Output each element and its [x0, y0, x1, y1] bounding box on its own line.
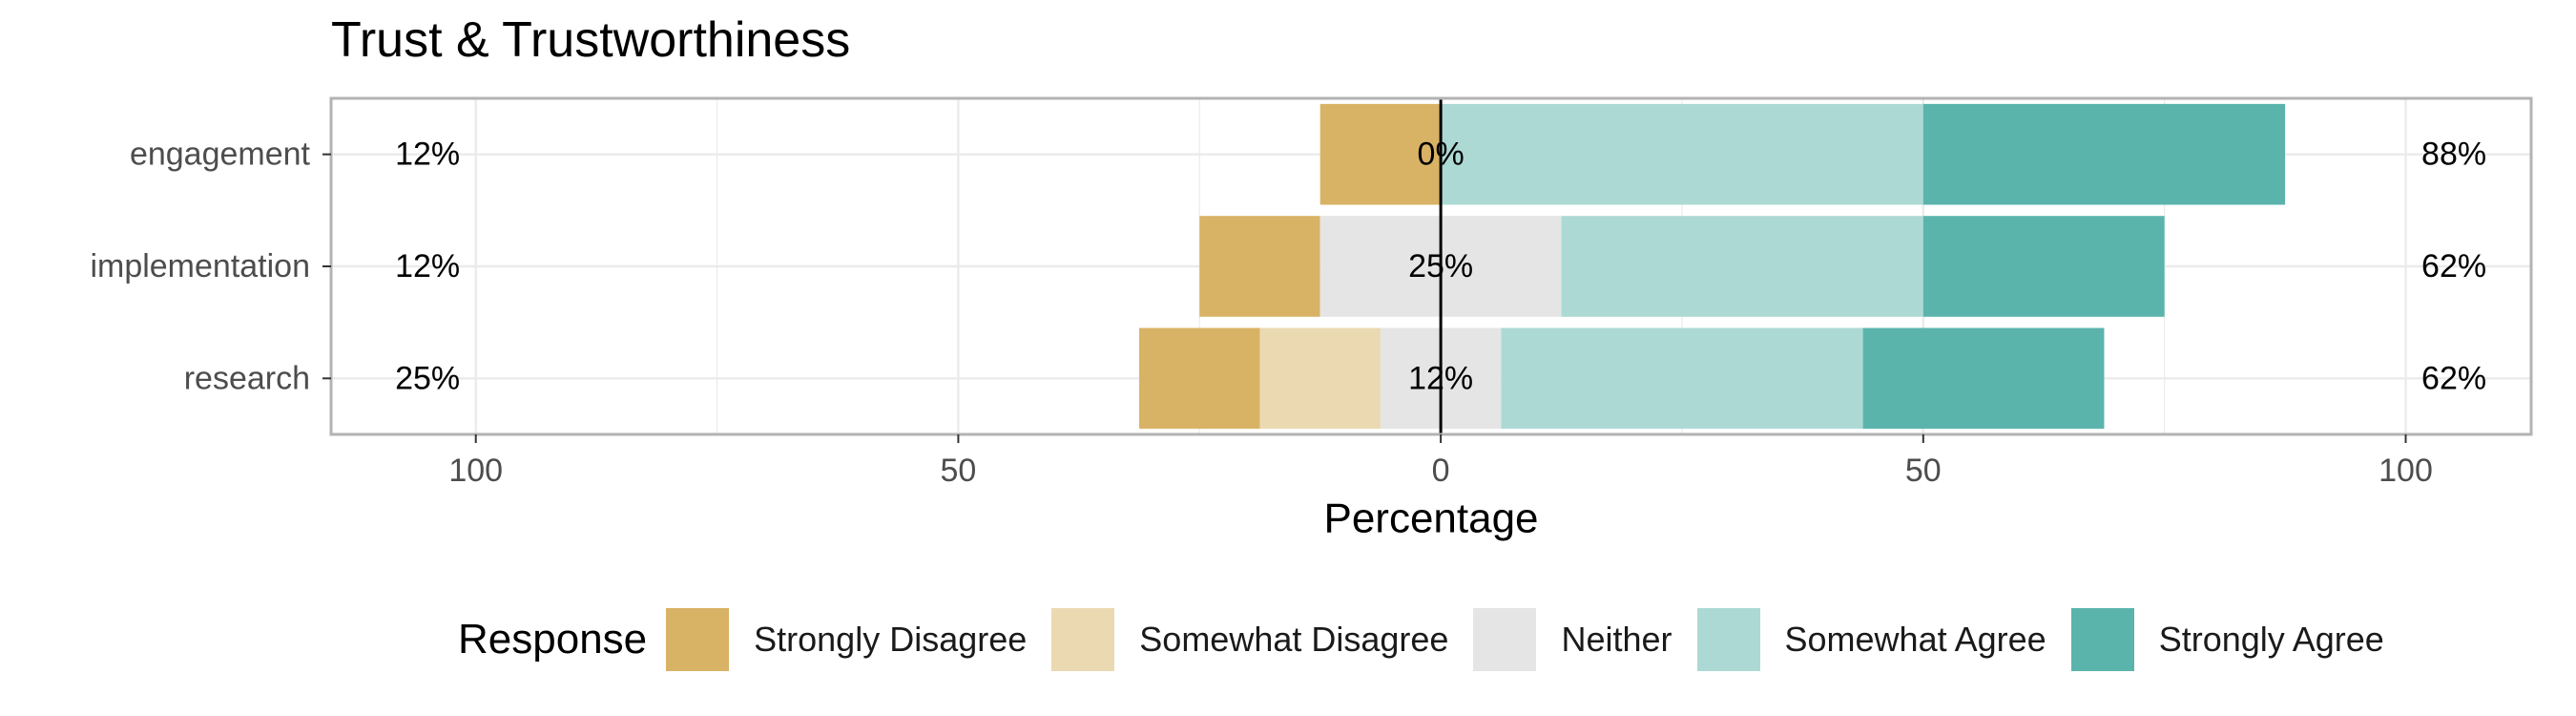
bar-somewhat-disagree — [1259, 327, 1381, 430]
legend-item-strongly-disagree: Strongly Disagree — [666, 608, 1027, 671]
bar-strongly-disagree — [1139, 327, 1260, 430]
legend-swatch — [2070, 608, 2134, 671]
high-percent-label: 88% — [2421, 137, 2486, 173]
legend-label: Somewhat Disagree — [1139, 620, 1449, 659]
legend-label: Strongly Agree — [2158, 620, 2384, 659]
low-percent-label: 25% — [395, 360, 460, 396]
bar-strongly-agree — [1862, 327, 2105, 430]
high-percent-label: 62% — [2421, 360, 2486, 396]
x-axis-title: Percentage — [1323, 495, 1538, 542]
bar-somewhat-agree — [1561, 216, 1923, 317]
legend-label: Somewhat Agree — [1784, 620, 2046, 659]
legend-swatch — [1696, 608, 1760, 671]
bar-somewhat-agree — [1441, 103, 1923, 205]
legend-swatch — [1051, 608, 1115, 671]
x-tick-label: 0 — [1432, 453, 1450, 489]
low-percent-label: 12% — [395, 137, 460, 173]
bar-strongly-disagree — [1199, 216, 1320, 317]
bar-strongly-disagree — [1319, 103, 1442, 205]
category-label: engagement — [130, 137, 311, 173]
x-tick-label: 50 — [1905, 453, 1942, 489]
x-tick-label: 100 — [2379, 453, 2433, 489]
legend-title: Response — [458, 616, 648, 663]
legend-swatch — [1473, 608, 1537, 671]
legend-swatch — [666, 608, 730, 671]
x-tick-label: 100 — [448, 453, 503, 489]
legend-label: Neither — [1561, 620, 1672, 659]
legend-item-neither: Neither — [1473, 608, 1672, 671]
chart-title: Trust & Trustworthiness — [331, 12, 851, 68]
legend-label: Strongly Disagree — [754, 620, 1028, 659]
high-percent-label: 62% — [2421, 248, 2486, 284]
bar-strongly-agree — [1922, 216, 2165, 317]
legend-item-somewhat-agree: Somewhat Agree — [1696, 608, 2046, 671]
low-percent-label: 12% — [395, 248, 460, 284]
category-label: implementation — [90, 248, 310, 284]
bar-somewhat-agree — [1501, 327, 1863, 430]
neutral-percent-label: 12% — [1408, 360, 1473, 396]
category-label: research — [184, 360, 310, 396]
legend-item-strongly-agree: Strongly Agree — [2070, 608, 2384, 671]
legend-item-somewhat-disagree: Somewhat Disagree — [1051, 608, 1448, 671]
legend: Response Strongly Disagree Somewhat Disa… — [458, 601, 2409, 678]
neutral-percent-label: 25% — [1408, 248, 1473, 284]
bar-strongly-agree — [1922, 103, 2286, 205]
neutral-percent-label: 0% — [1418, 137, 1465, 173]
x-tick-label: 50 — [940, 453, 976, 489]
